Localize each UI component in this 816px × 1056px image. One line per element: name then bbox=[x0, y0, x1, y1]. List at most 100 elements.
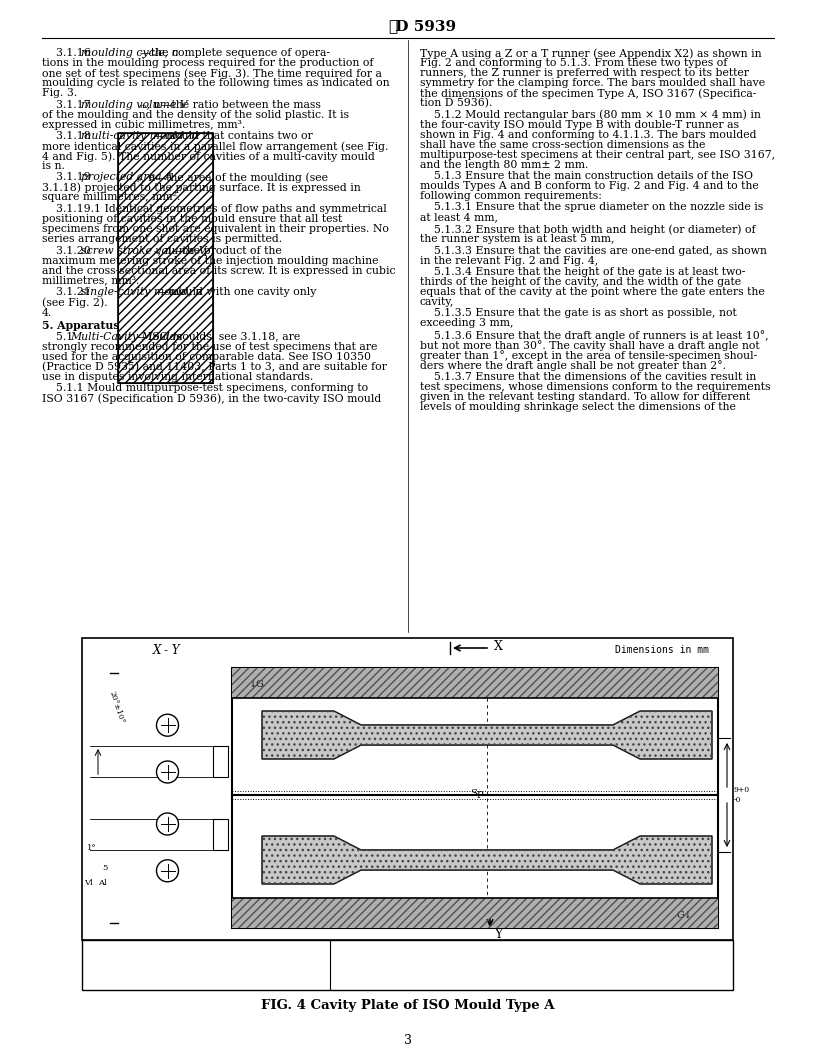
Text: 5.1.3.2 Ensure that both width and height (or diameter) of: 5.1.3.2 Ensure that both width and heigh… bbox=[420, 224, 756, 234]
Text: moulding cycle, n: moulding cycle, n bbox=[81, 48, 178, 58]
Text: the dimensions of the specimen Type A, ISO 3167 (Specifica-: the dimensions of the specimen Type A, I… bbox=[420, 88, 756, 98]
Text: 20°±10°: 20°±10° bbox=[108, 690, 126, 724]
Text: Fig. 2 and conforming to 5.1.3. From these two types of: Fig. 2 and conforming to 5.1.3. From the… bbox=[420, 58, 727, 68]
Text: exceeding 3 mm,: exceeding 3 mm, bbox=[420, 319, 513, 328]
Text: —mould with one cavity only: —mould with one cavity only bbox=[157, 287, 317, 297]
Bar bbox=[232, 668, 718, 698]
Text: Type A using a Z or a T runner (see Appendix X2) as shown in: Type A using a Z or a T runner (see Appe… bbox=[420, 48, 761, 58]
Text: 3.1.21: 3.1.21 bbox=[42, 287, 95, 297]
Text: 1°: 1° bbox=[87, 844, 97, 852]
Text: one set of test specimens (see Fig. 3). The time required for a: one set of test specimens (see Fig. 3). … bbox=[42, 68, 382, 78]
Text: (see Fig. 2).: (see Fig. 2). bbox=[42, 297, 108, 307]
Text: 5: 5 bbox=[102, 864, 108, 872]
Text: 5. Apparatus: 5. Apparatus bbox=[42, 320, 119, 331]
Text: 5.1.3.4 Ensure that the height of the gate is at least two-: 5.1.3.4 Ensure that the height of the ga… bbox=[420, 267, 745, 277]
Text: G: G bbox=[95, 968, 105, 981]
Text: the four-cavity ISO mould Type B with double-T runner as: the four-cavity ISO mould Type B with do… bbox=[420, 119, 739, 130]
Text: Projected area Aₚ ≈ 6 300 mm²: Projected area Aₚ ≈ 6 300 mm² bbox=[345, 968, 531, 981]
Text: 3.1.19.1 Identical geometries of flow paths and symmetrical: 3.1.19.1 Identical geometries of flow pa… bbox=[42, 204, 387, 214]
Text: moulds Types A and B conform to Fig. 2 and Fig. 4 and to the: moulds Types A and B conform to Fig. 2 a… bbox=[420, 181, 759, 191]
Text: Multi-Cavity Moulds: Multi-Cavity Moulds bbox=[70, 332, 183, 341]
Polygon shape bbox=[262, 711, 712, 759]
Text: 5.1.2 Mould rectangular bars (80 mm × 10 mm × 4 mm) in: 5.1.2 Mould rectangular bars (80 mm × 10… bbox=[420, 110, 761, 120]
Text: symmetry for the clamping force. The bars moulded shall have: symmetry for the clamping force. The bar… bbox=[420, 78, 765, 88]
Text: ₚ, n—the area of the moulding (see: ₚ, n—the area of the moulding (see bbox=[137, 172, 328, 183]
Circle shape bbox=[157, 813, 179, 835]
Text: Sprue: Sprue bbox=[130, 953, 166, 965]
Text: FIG. 4 Cavity Plate of ISO Mould Type A: FIG. 4 Cavity Plate of ISO Mould Type A bbox=[261, 999, 555, 1012]
Text: shown in Fig. 4 and conforming to 4.1.1.3. The bars moulded: shown in Fig. 4 and conforming to 4.1.1.… bbox=[420, 130, 756, 139]
Text: 3.1.18: 3.1.18 bbox=[42, 131, 95, 142]
Text: Al: Al bbox=[98, 879, 106, 887]
Text: and the length 80 mm± 2 mm.: and the length 80 mm± 2 mm. bbox=[420, 159, 588, 170]
Text: 5.1.3.5 Ensure that the gate is as short as possible, not: 5.1.3.5 Ensure that the gate is as short… bbox=[420, 308, 737, 319]
Text: ders where the draft angle shall be not greater than 2°.: ders where the draft angle shall be not … bbox=[420, 360, 726, 371]
Text: 5.1.3.3 Ensure that the cavities are one-end gated, as shown: 5.1.3.3 Ensure that the cavities are one… bbox=[420, 245, 767, 256]
Text: multipurpose-test specimens at their central part, see ISO 3167,: multipurpose-test specimens at their cen… bbox=[420, 150, 775, 159]
Bar bbox=[213, 818, 228, 850]
Text: 9+0
-0: 9+0 -0 bbox=[734, 787, 750, 804]
Text: positioning of cavities in the mould ensure that all test: positioning of cavities in the mould ens… bbox=[42, 214, 342, 224]
Text: ₛ, n—the product of the: ₛ, n—the product of the bbox=[154, 245, 282, 256]
Bar bbox=[213, 746, 228, 777]
Text: 4.: 4. bbox=[42, 308, 52, 319]
Text: (Practice D 5935) and 11403, Parts 1 to 3, and are suitable for: (Practice D 5935) and 11403, Parts 1 to … bbox=[42, 361, 387, 372]
Text: Dimensions in mm: Dimensions in mm bbox=[615, 645, 709, 655]
Text: 3.1.17: 3.1.17 bbox=[42, 99, 94, 110]
Text: 4 and Fig. 5). The number of cavities of a multi-cavity mould: 4 and Fig. 5). The number of cavities of… bbox=[42, 151, 375, 162]
Text: Sp: Sp bbox=[470, 789, 484, 797]
Circle shape bbox=[157, 714, 179, 736]
Text: 5.1: 5.1 bbox=[42, 332, 77, 341]
Text: Ⓟ: Ⓟ bbox=[388, 19, 397, 35]
Text: D 5939: D 5939 bbox=[390, 20, 456, 34]
Text: —mould that contains two or: —mould that contains two or bbox=[154, 131, 313, 142]
Text: 3.1.16: 3.1.16 bbox=[42, 48, 95, 58]
Text: used for the acquisition of comparable data. See ISO 10350: used for the acquisition of comparable d… bbox=[42, 352, 371, 361]
Text: G↓: G↓ bbox=[676, 910, 692, 920]
Text: equals that of the cavity at the point where the gate enters the: equals that of the cavity at the point w… bbox=[420, 287, 765, 297]
Text: Sp: Sp bbox=[95, 953, 112, 965]
Text: 3: 3 bbox=[404, 1034, 412, 1046]
Text: tion D 5936).: tion D 5936). bbox=[420, 98, 492, 109]
Text: 5.1.3.7 Ensure that the dimensions of the cavities result in: 5.1.3.7 Ensure that the dimensions of th… bbox=[420, 372, 756, 381]
Text: tions in the moulding process required for the production of: tions in the moulding process required f… bbox=[42, 58, 374, 68]
Text: the runner system is at least 5 mm,: the runner system is at least 5 mm, bbox=[420, 234, 614, 244]
Text: Fig. 3.: Fig. 3. bbox=[42, 88, 78, 98]
Text: moulding cycle is related to the following times as indicated on: moulding cycle is related to the followi… bbox=[42, 78, 389, 88]
Text: maximum metering stroke of the injection moulding machine: maximum metering stroke of the injection… bbox=[42, 256, 379, 265]
Text: Y: Y bbox=[494, 927, 503, 941]
Text: projected area A: projected area A bbox=[81, 172, 172, 183]
Text: —ISO moulds, see 3.1.18, are: —ISO moulds, see 3.1.18, are bbox=[137, 332, 300, 341]
Text: in the relevant Fig. 2 and Fig. 4,: in the relevant Fig. 2 and Fig. 4, bbox=[420, 256, 598, 265]
Text: 5.1.3.6 Ensure that the draft angle of runners is at least 10°,: 5.1.3.6 Ensure that the draft angle of r… bbox=[420, 329, 769, 341]
Text: cavity,: cavity, bbox=[420, 297, 455, 307]
Text: but not more than 30°. The cavity shall have a draft angle not: but not more than 30°. The cavity shall … bbox=[420, 340, 760, 351]
Text: 5.1.1 Mould multipurpose-test specimens, conforming to: 5.1.1 Mould multipurpose-test specimens,… bbox=[42, 383, 368, 393]
Circle shape bbox=[157, 761, 179, 782]
Bar bbox=[232, 668, 718, 928]
Text: 5.1.3 Ensure that the main construction details of the ISO: 5.1.3 Ensure that the main construction … bbox=[420, 171, 753, 181]
Bar bbox=[82, 638, 733, 940]
Text: ₘ, n—the ratio between the mass: ₘ, n—the ratio between the mass bbox=[140, 99, 322, 110]
Text: expressed in cubic millimetres, mm³.: expressed in cubic millimetres, mm³. bbox=[42, 119, 246, 130]
Text: —the complete sequence of opera-: —the complete sequence of opera- bbox=[140, 48, 330, 58]
Text: following common requirements:: following common requirements: bbox=[420, 191, 602, 201]
Bar bbox=[82, 940, 733, 991]
Text: Gates: Gates bbox=[130, 968, 164, 981]
Text: X - Y: X - Y bbox=[153, 643, 181, 657]
Text: ISO 3167 (Specification D 5936), in the two-cavity ISO mould: ISO 3167 (Specification D 5936), in the … bbox=[42, 393, 381, 403]
Bar bbox=[232, 668, 718, 698]
Text: more identical cavities in a parallel flow arrangement (see Fig.: more identical cavities in a parallel fl… bbox=[42, 142, 388, 152]
Text: single-cavity mould, n: single-cavity mould, n bbox=[81, 287, 202, 297]
Text: use in disputes involving international standards.: use in disputes involving international … bbox=[42, 372, 313, 381]
Text: ↓G: ↓G bbox=[249, 680, 265, 689]
Polygon shape bbox=[118, 133, 213, 383]
Text: shall have the same cross-section dimensions as the: shall have the same cross-section dimens… bbox=[420, 139, 705, 150]
Text: of the moulding and the density of the solid plastic. It is: of the moulding and the density of the s… bbox=[42, 110, 349, 119]
Text: moulding volume V: moulding volume V bbox=[81, 99, 187, 110]
Text: greater than 1°, except in the area of tensile-specimen shoul-: greater than 1°, except in the area of t… bbox=[420, 350, 757, 361]
Text: strongly recommended for the use of test specimens that are: strongly recommended for the use of test… bbox=[42, 341, 377, 352]
Bar bbox=[232, 898, 718, 928]
Polygon shape bbox=[262, 836, 712, 884]
Text: 3.1.18) projected to the parting surface. It is expressed in: 3.1.18) projected to the parting surface… bbox=[42, 183, 361, 193]
